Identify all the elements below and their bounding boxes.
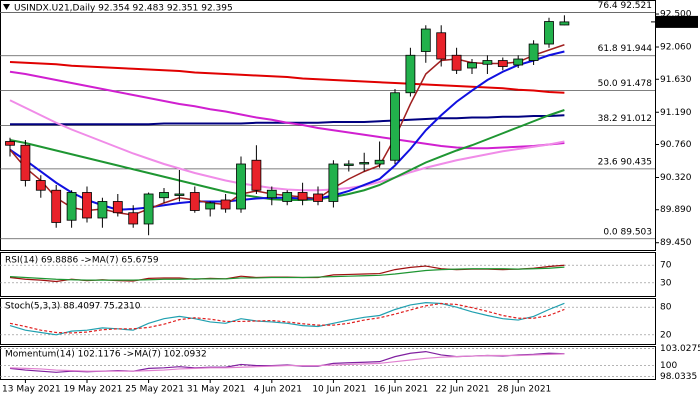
candle-body bbox=[5, 141, 15, 146]
indicator-label: Stoch(5,3,3) 88.4097 75.2310 bbox=[5, 302, 141, 312]
x-tick-label: 19 May 2021 bbox=[64, 385, 123, 395]
candle-body bbox=[143, 193, 154, 225]
indicator-line bbox=[9, 353, 565, 372]
candle-body bbox=[544, 21, 554, 45]
fib-label: 61.8 91.944 bbox=[598, 44, 653, 54]
candle-body bbox=[467, 62, 477, 69]
candle-body bbox=[297, 192, 308, 201]
candle-body bbox=[266, 189, 277, 199]
candle-body bbox=[35, 180, 46, 191]
y-tick-label: 89.890 bbox=[660, 205, 692, 215]
fib-label: 50.0 91.478 bbox=[598, 79, 653, 89]
moving-average bbox=[9, 99, 565, 192]
indicator-tick-label: 98.0335 bbox=[660, 372, 697, 382]
chart-title: USINDX.U21,Daily 92.354 92.483 92.351 92… bbox=[14, 4, 233, 14]
x-tick-label: 31 May 2021 bbox=[187, 385, 246, 395]
candle-body bbox=[513, 58, 524, 66]
candle-body bbox=[482, 60, 493, 65]
x-tick-label: 16 Jun 2021 bbox=[374, 385, 428, 395]
candle-body bbox=[359, 162, 370, 165]
candle-body bbox=[128, 212, 139, 225]
candle-body bbox=[236, 163, 246, 210]
indicator-line bbox=[9, 266, 565, 281]
moving-average bbox=[9, 61, 565, 94]
candle-body bbox=[405, 54, 416, 94]
last-price-tag bbox=[656, 15, 698, 28]
candle-body bbox=[82, 192, 92, 219]
indicator-frame bbox=[0, 298, 656, 345]
candle-body bbox=[390, 92, 400, 161]
candle-body bbox=[205, 202, 216, 210]
fib-label: 38.2 91.012 bbox=[598, 114, 652, 124]
candle-body bbox=[189, 192, 200, 211]
indicator-tick-label: 20 bbox=[660, 330, 672, 340]
candles bbox=[5, 15, 570, 236]
x-tick-label: 28 Jun 2021 bbox=[497, 385, 551, 395]
candle-body bbox=[420, 28, 431, 52]
indicator-label: RSI(14) 69.8886 ->MA(7) 65.6759 bbox=[5, 256, 159, 266]
indicator-frame bbox=[0, 252, 656, 297]
title-arrow bbox=[3, 4, 10, 10]
fib-label: 76.4 92.521 bbox=[598, 1, 652, 11]
candle-body bbox=[174, 193, 185, 196]
fib-label: 0.0 89.503 bbox=[603, 227, 652, 237]
candle-body bbox=[159, 192, 169, 199]
indicator-tick-label: 103.0275 bbox=[660, 344, 700, 354]
fib-label: 23.6 90.435 bbox=[598, 157, 652, 167]
y-tick-label: 89.450 bbox=[660, 238, 692, 248]
candle-body bbox=[436, 32, 447, 60]
last-price-label: 92.395 bbox=[662, 17, 694, 27]
indicator-tick-label: 70 bbox=[660, 261, 672, 271]
y-tick-label: 90.320 bbox=[660, 173, 692, 183]
y-tick-label: 92.500 bbox=[660, 10, 692, 20]
moving-average bbox=[9, 70, 565, 150]
candle-body bbox=[313, 193, 323, 202]
candle-body bbox=[374, 159, 385, 165]
candle-body bbox=[112, 201, 123, 214]
candle-body bbox=[220, 199, 231, 210]
y-tick-label: 91.630 bbox=[660, 75, 692, 85]
x-tick-label: 22 Jun 2021 bbox=[436, 385, 490, 395]
candle-body bbox=[251, 159, 262, 191]
candle-body bbox=[20, 144, 31, 181]
candle-body bbox=[97, 201, 108, 219]
candle-body bbox=[66, 192, 77, 221]
indicator-frame bbox=[0, 346, 656, 380]
indicator-tick-label: 30 bbox=[660, 278, 672, 288]
indicator-line bbox=[9, 302, 565, 334]
x-tick-label: 10 Jun 2021 bbox=[312, 385, 366, 395]
y-tick-label: 92.060 bbox=[660, 43, 692, 53]
candle-body bbox=[497, 60, 508, 67]
x-tick-label: 4 Jun 2021 bbox=[254, 385, 302, 395]
candle-body bbox=[328, 163, 339, 202]
candle-body bbox=[282, 192, 293, 202]
x-tick-label: 13 May 2021 bbox=[2, 385, 61, 395]
indicator-label: Momentum(14) 102.1176 ->MA(7) 102.0932 bbox=[5, 350, 207, 360]
candle-body bbox=[451, 54, 462, 71]
candle-body bbox=[51, 189, 62, 223]
candle-body bbox=[559, 21, 570, 26]
y-tick-label: 91.190 bbox=[660, 108, 692, 118]
indicator-line bbox=[9, 301, 565, 336]
x-tick-label: 25 May 2021 bbox=[125, 385, 184, 395]
candle-body bbox=[528, 43, 539, 61]
y-tick-label: 90.760 bbox=[660, 140, 692, 150]
candle-body bbox=[343, 163, 354, 166]
indicator-tick-label: 100 bbox=[660, 361, 677, 371]
indicator-tick-label: 80 bbox=[660, 303, 672, 313]
